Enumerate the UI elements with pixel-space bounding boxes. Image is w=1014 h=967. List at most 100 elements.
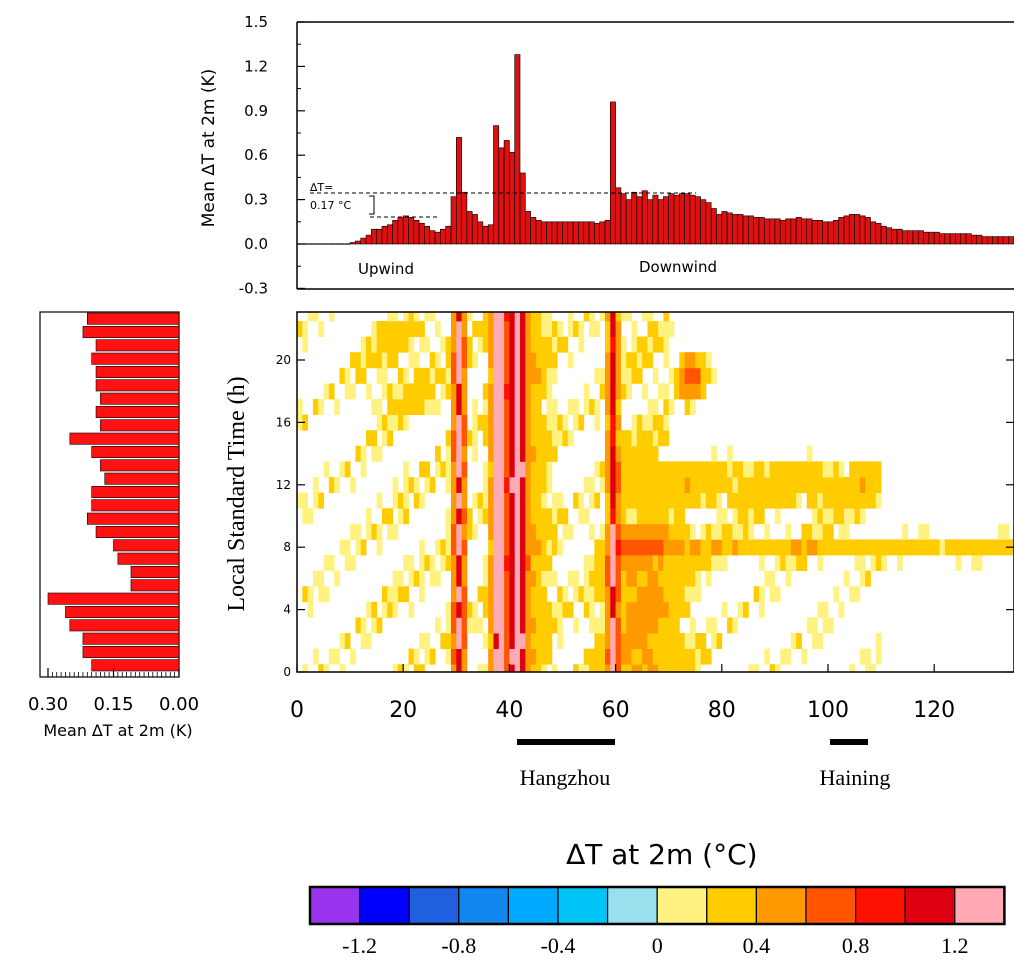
heat-cell xyxy=(525,477,532,493)
heat-cell xyxy=(535,601,542,618)
top-bar xyxy=(917,230,924,245)
heat-cell xyxy=(573,570,579,587)
heat-cell xyxy=(381,414,388,431)
heat-cell xyxy=(567,312,574,322)
heat-cell xyxy=(371,523,378,540)
heat-cell xyxy=(727,617,733,634)
heat-cell xyxy=(525,312,532,322)
heat-cell xyxy=(551,414,558,431)
heat-cell xyxy=(535,477,542,493)
heat-cell xyxy=(642,633,648,649)
heat-cell xyxy=(865,477,871,493)
heat-cell xyxy=(652,555,659,571)
heat-cell xyxy=(822,508,829,525)
top-bar xyxy=(413,220,420,245)
heat-cell xyxy=(642,523,648,540)
heat-cell xyxy=(509,664,516,672)
heat-cell xyxy=(875,648,882,665)
heat-cell xyxy=(509,312,516,322)
heat-cell xyxy=(435,352,441,369)
heat-cell xyxy=(663,617,670,634)
heat-cell xyxy=(689,633,696,649)
heat-cell xyxy=(615,492,622,509)
heat-cell xyxy=(674,586,680,603)
heat-cell xyxy=(498,352,505,369)
heat-cell xyxy=(520,570,526,587)
heat-cell xyxy=(684,633,691,649)
heat-cell xyxy=(838,477,845,493)
heat-cell xyxy=(604,445,611,462)
heat-cell xyxy=(801,648,808,665)
heat-cell xyxy=(392,399,399,415)
heat-cell xyxy=(546,570,553,587)
heat-cell xyxy=(408,601,415,618)
heat-cell xyxy=(429,555,436,571)
main-ytick-label: 20 xyxy=(276,353,291,367)
heat-cell xyxy=(769,586,776,603)
heat-cell xyxy=(636,555,643,571)
heat-cell xyxy=(567,352,574,369)
heat-cell xyxy=(392,383,399,400)
heat-cell xyxy=(801,477,808,493)
heat-cell xyxy=(541,664,547,672)
heat-cell xyxy=(870,539,877,556)
main-ytick-label: 8 xyxy=(283,540,291,554)
heat-cell xyxy=(604,648,611,665)
heat-cell xyxy=(535,648,542,665)
heat-cell xyxy=(562,414,569,431)
heat-cell xyxy=(822,461,829,478)
heat-cell xyxy=(387,508,393,525)
left-bar xyxy=(95,406,180,418)
heat-cell xyxy=(721,601,728,618)
heat-cell xyxy=(509,586,516,603)
heat-cell xyxy=(530,601,537,618)
heat-cell xyxy=(530,539,537,556)
heat-cell xyxy=(626,570,632,587)
heat-cell xyxy=(578,586,585,603)
heat-cell xyxy=(514,477,521,493)
heat-cell xyxy=(498,445,505,462)
heat-cell xyxy=(514,383,521,400)
top-bar xyxy=(886,227,893,245)
heat-cell xyxy=(541,601,547,618)
heat-cell xyxy=(360,336,367,353)
heat-cell xyxy=(413,383,420,400)
heat-cell xyxy=(466,430,473,447)
heat-cell xyxy=(737,601,744,618)
heat-cell xyxy=(679,352,686,369)
heat-cell xyxy=(302,414,309,431)
main-xtick-label: 0 xyxy=(290,698,304,723)
heat-cell xyxy=(493,523,500,540)
heat-cell xyxy=(663,664,670,672)
heat-cell xyxy=(774,461,781,478)
heat-cell xyxy=(700,352,707,369)
heat-cell xyxy=(541,523,547,540)
heat-cell xyxy=(806,539,813,556)
heat-cell xyxy=(626,586,632,603)
heat-cell xyxy=(323,586,330,603)
heat-cell xyxy=(520,633,526,649)
heat-cell xyxy=(482,664,489,672)
heat-cell xyxy=(482,312,489,322)
heat-cell xyxy=(419,586,425,603)
heat-cell xyxy=(732,461,739,478)
heat-cell xyxy=(743,508,749,525)
top-bar xyxy=(822,221,829,245)
heat-cell xyxy=(535,461,542,478)
heat-cell xyxy=(520,477,526,493)
top-bar xyxy=(700,199,707,245)
heat-cell xyxy=(355,539,362,556)
heat-cell xyxy=(381,601,388,618)
heat-cell xyxy=(535,312,542,322)
heat-cell xyxy=(684,477,691,493)
colorbar-label: -1.2 xyxy=(342,933,377,958)
heat-cell xyxy=(583,570,590,587)
heat-cell xyxy=(604,633,611,649)
heat-cell xyxy=(849,508,855,525)
heat-cell xyxy=(360,633,367,649)
heat-cell xyxy=(504,648,510,665)
heat-cell xyxy=(551,352,558,369)
heat-cell xyxy=(477,508,484,525)
heat-cell xyxy=(604,539,611,556)
